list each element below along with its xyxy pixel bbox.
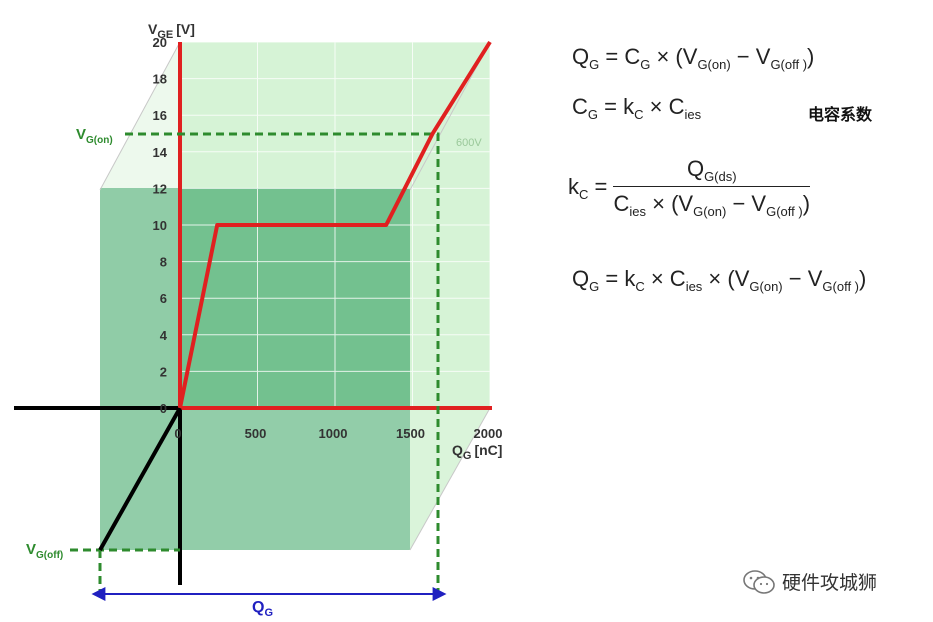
y-tick-label: 16 (153, 108, 167, 123)
watermark-text: 硬件攻城狮 (782, 572, 878, 594)
equation-qg: QG = CG × (VG(on) − VG(off )) (572, 44, 815, 72)
equation-kc: kC = QG(ds) Cies × (VG(on) − VG(off )) (568, 156, 811, 219)
y-tick-label: 0 (160, 401, 167, 416)
x-tick-label: 1500 (396, 426, 425, 441)
right-panel-light (410, 42, 490, 550)
equation-cg: CG = kC × Cies (572, 94, 702, 122)
von-dashed-line (125, 132, 440, 600)
x-tick-labels: 0 500 1000 1500 2000 (174, 426, 502, 441)
equation-qg-expanded: QG = kC × Cies × (VG(on) − VG(off )) (572, 266, 867, 294)
x-tick-label: 2000 (474, 426, 503, 441)
y-tick-labels: 0 2 4 6 8 10 12 14 16 18 20 (153, 35, 168, 416)
x-tick-label: 1000 (319, 426, 348, 441)
skew-edge-top-left (99, 41, 181, 191)
y-tick-label: 8 (160, 255, 167, 270)
gate-charge-curve (178, 40, 492, 409)
voff-label: VG(off) (26, 541, 63, 561)
negative-charge-line (98, 407, 182, 551)
y-tick-label: 2 (160, 364, 167, 379)
y-tick-label: 20 (153, 35, 167, 50)
y-tick-label: 12 (153, 181, 167, 196)
y-tick-label: 10 (153, 218, 167, 233)
voltage-label: 600V (456, 137, 482, 149)
capacitance-coefficient-note: 电容系数 (808, 105, 873, 124)
y-tick-label: 4 (160, 328, 168, 343)
skew-edge-bottom-right (409, 407, 491, 551)
x-tick-label: 0 (174, 426, 181, 441)
x-tick-label: 500 (245, 426, 267, 441)
qg-label: QG (252, 599, 273, 619)
watermark: 硬件攻城狮 (742, 568, 877, 595)
y-axis-label: VGE [V] (148, 21, 195, 41)
wechat-icon (742, 569, 776, 595)
von-label: VG(on) (76, 126, 113, 146)
y-tick-label: 6 (160, 291, 167, 306)
x-axis-label: QG [nC] (452, 442, 502, 462)
y-tick-label: 18 (153, 72, 167, 87)
y-tick-label: 14 (153, 145, 168, 160)
